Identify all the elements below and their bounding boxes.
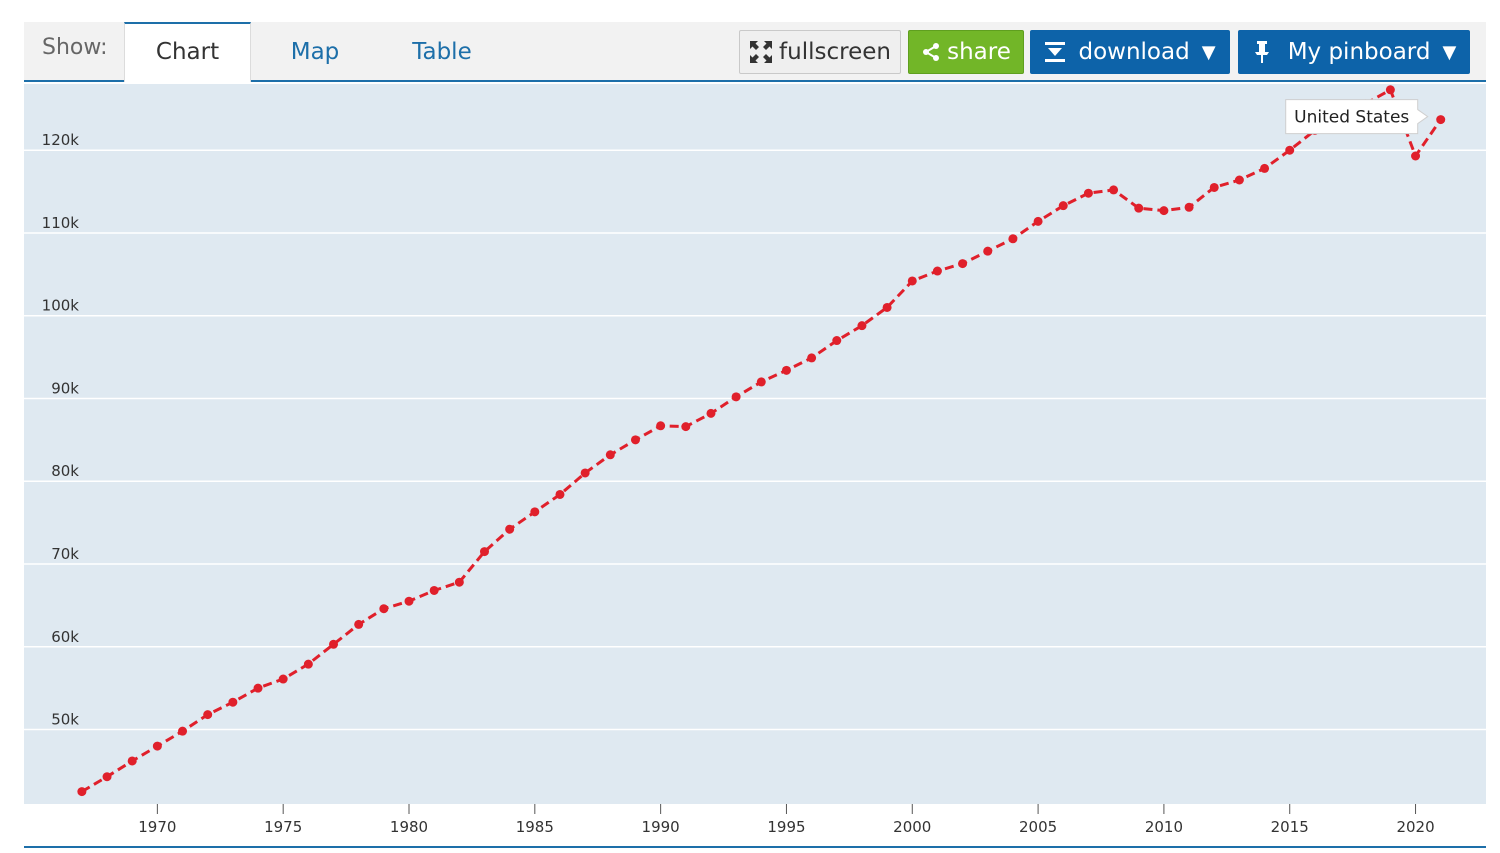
share-label: share bbox=[947, 39, 1011, 65]
data-point[interactable] bbox=[1008, 234, 1018, 244]
x-tick-label: 1975 bbox=[264, 818, 302, 836]
data-point[interactable] bbox=[781, 365, 791, 375]
data-point[interactable] bbox=[102, 772, 112, 782]
y-tick-label: 80k bbox=[51, 462, 79, 480]
y-tick-label: 70k bbox=[51, 545, 79, 563]
data-point[interactable] bbox=[832, 336, 842, 346]
y-tick-label: 90k bbox=[51, 379, 79, 397]
data-point[interactable] bbox=[203, 710, 213, 720]
x-tick-label: 2010 bbox=[1145, 818, 1183, 836]
data-point[interactable] bbox=[1109, 185, 1119, 195]
data-point[interactable] bbox=[1159, 206, 1169, 216]
data-point[interactable] bbox=[1083, 188, 1093, 198]
data-point[interactable] bbox=[404, 596, 414, 606]
data-point[interactable] bbox=[1058, 201, 1068, 211]
data-point[interactable] bbox=[1209, 182, 1219, 192]
y-tick-label: 50k bbox=[51, 711, 79, 729]
data-point[interactable] bbox=[580, 468, 590, 478]
toolbar: Show: Chart Map Table fullscreen bbox=[24, 22, 1486, 82]
share-button[interactable]: share bbox=[908, 30, 1024, 74]
data-point[interactable] bbox=[656, 421, 666, 431]
fullscreen-icon bbox=[749, 40, 773, 64]
data-point[interactable] bbox=[706, 408, 716, 418]
line-chart: 50k 60k 70k 80k 90k 100k 110k 120k 1970 1975 1980 1… bbox=[24, 85, 1486, 836]
data-point[interactable] bbox=[983, 246, 993, 256]
chart-widget: Show: Chart Map Table fullscreen bbox=[24, 22, 1486, 848]
data-point[interactable] bbox=[1033, 216, 1043, 226]
data-point[interactable] bbox=[505, 524, 515, 534]
x-tick-label: 1980 bbox=[390, 818, 428, 836]
y-tick-label: 100k bbox=[42, 297, 80, 315]
tab-chart[interactable]: Chart bbox=[124, 22, 251, 82]
pinboard-label: My pinboard bbox=[1287, 39, 1431, 65]
data-point[interactable] bbox=[1134, 203, 1144, 213]
data-point[interactable] bbox=[152, 741, 162, 751]
data-point[interactable] bbox=[1385, 85, 1395, 95]
tooltip-label: United States bbox=[1294, 108, 1409, 128]
data-point[interactable] bbox=[77, 787, 87, 797]
data-point[interactable] bbox=[756, 377, 766, 387]
data-point[interactable] bbox=[1184, 202, 1194, 212]
data-point[interactable] bbox=[429, 585, 439, 595]
x-tick-label: 1995 bbox=[767, 818, 805, 836]
data-point[interactable] bbox=[278, 674, 288, 684]
data-point[interactable] bbox=[479, 547, 489, 557]
x-tick-label: 2005 bbox=[1019, 818, 1057, 836]
data-point[interactable] bbox=[857, 321, 867, 331]
data-point[interactable] bbox=[605, 450, 615, 460]
chevron-down-icon: ▼ bbox=[1201, 41, 1216, 63]
data-point[interactable] bbox=[329, 639, 339, 649]
download-icon bbox=[1044, 41, 1066, 63]
x-tick-label: 2015 bbox=[1271, 818, 1309, 836]
download-label: download bbox=[1078, 39, 1190, 65]
x-tick-label: 2000 bbox=[893, 818, 931, 836]
bottom-divider bbox=[24, 846, 1486, 848]
data-point[interactable] bbox=[178, 726, 188, 736]
tab-map[interactable]: Map bbox=[290, 39, 340, 65]
pin-icon bbox=[1252, 40, 1272, 64]
y-tick-label: 110k bbox=[42, 214, 80, 232]
data-point[interactable] bbox=[228, 697, 238, 707]
data-point[interactable] bbox=[454, 577, 464, 587]
data-point[interactable] bbox=[907, 276, 917, 286]
data-point[interactable] bbox=[630, 435, 640, 445]
download-button[interactable]: download ▼ bbox=[1030, 30, 1230, 74]
tooltip-box bbox=[1285, 99, 1429, 135]
x-tick-label: 1990 bbox=[642, 818, 680, 836]
share-icon bbox=[921, 42, 941, 62]
data-point[interactable] bbox=[731, 392, 741, 402]
show-label: Show: bbox=[42, 35, 108, 60]
data-point[interactable] bbox=[1411, 151, 1421, 161]
data-point[interactable] bbox=[1285, 145, 1295, 155]
fullscreen-button[interactable]: fullscreen bbox=[739, 30, 901, 74]
data-point[interactable] bbox=[1234, 175, 1244, 185]
y-tick-label: 60k bbox=[51, 628, 79, 646]
pinboard-button[interactable]: My pinboard ▼ bbox=[1238, 30, 1470, 74]
data-point[interactable] bbox=[530, 507, 540, 517]
data-point[interactable] bbox=[807, 353, 817, 363]
data-point[interactable] bbox=[379, 604, 389, 614]
data-point[interactable] bbox=[932, 266, 942, 276]
x-tick-label: 1985 bbox=[516, 818, 554, 836]
data-point[interactable] bbox=[354, 619, 364, 629]
data-point[interactable] bbox=[958, 259, 968, 269]
y-tick-label: 120k bbox=[42, 131, 80, 149]
data-point[interactable] bbox=[681, 422, 691, 432]
x-tick-label: 2020 bbox=[1396, 818, 1434, 836]
data-point[interactable] bbox=[555, 489, 565, 499]
tab-table[interactable]: Table bbox=[412, 39, 472, 65]
data-point[interactable] bbox=[1436, 115, 1446, 125]
series-line bbox=[81, 88, 1442, 793]
data-point[interactable] bbox=[303, 659, 313, 669]
data-point[interactable] bbox=[1260, 163, 1270, 173]
fullscreen-label: fullscreen bbox=[779, 39, 891, 65]
chevron-down-icon: ▼ bbox=[1442, 41, 1457, 63]
data-point[interactable] bbox=[253, 683, 263, 693]
data-point[interactable] bbox=[882, 302, 892, 312]
x-tick-label: 1970 bbox=[138, 818, 176, 836]
data-point[interactable] bbox=[127, 756, 137, 766]
